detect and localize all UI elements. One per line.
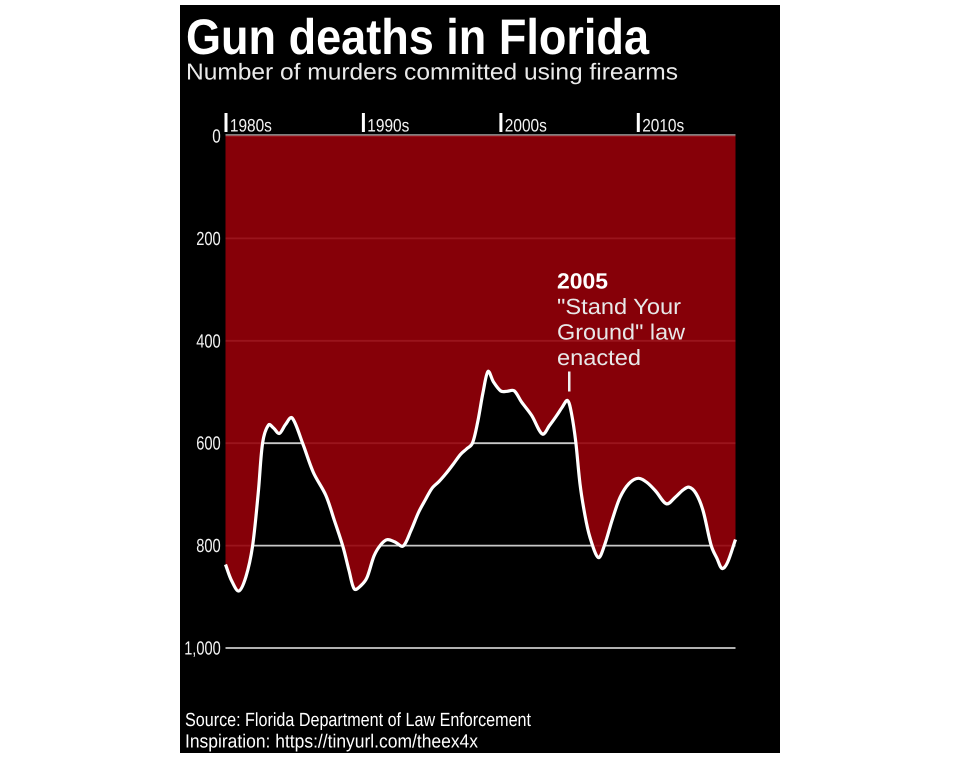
svg-text:enacted: enacted <box>557 344 641 369</box>
svg-text:1990s: 1990s <box>367 115 409 135</box>
svg-text:"Stand Your: "Stand Your <box>557 294 681 319</box>
svg-text:Source: Florida Department of: Source: Florida Department of Law Enforc… <box>185 710 532 731</box>
svg-text:1,000: 1,000 <box>184 638 221 659</box>
svg-text:0: 0 <box>212 126 221 147</box>
svg-text:1980s: 1980s <box>230 115 272 135</box>
svg-text:600: 600 <box>196 433 221 454</box>
svg-text:Ground" law: Ground" law <box>557 319 685 344</box>
svg-text:200: 200 <box>196 228 221 249</box>
svg-text:Number of murders committed us: Number of murders committed using firear… <box>186 58 678 84</box>
svg-text:2000s: 2000s <box>505 115 547 135</box>
svg-text:2010s: 2010s <box>642 115 684 135</box>
svg-text:800: 800 <box>196 536 221 557</box>
svg-text:2005: 2005 <box>557 268 608 293</box>
svg-text:400: 400 <box>196 331 221 352</box>
svg-text:Gun deaths in Florida: Gun deaths in Florida <box>186 9 650 65</box>
svg-text:Inspiration: https://tinyurl.c: Inspiration: https://tinyurl.com/theex4x <box>185 731 478 752</box>
